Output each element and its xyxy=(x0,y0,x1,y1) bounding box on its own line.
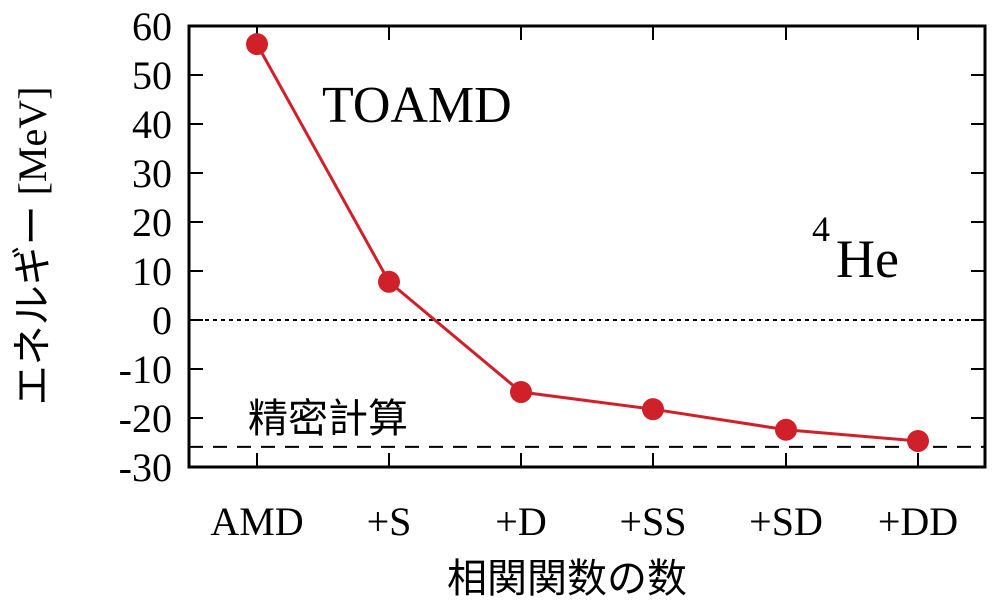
y-tick-label: -20 xyxy=(119,396,172,441)
y-tick-label: 0 xyxy=(152,298,172,343)
x-tick-label: +SS xyxy=(619,499,686,544)
series-line xyxy=(255,43,919,443)
method-label: TOAMD xyxy=(322,77,512,134)
nucleus-symbol: He xyxy=(836,229,899,289)
plot-frame xyxy=(187,24,987,469)
data-point xyxy=(775,418,797,441)
y-tick-label: -10 xyxy=(119,347,172,392)
exact-calc-label: 精密計算 xyxy=(248,396,408,441)
y-tick-label: 40 xyxy=(132,102,172,147)
y-axis-title: エネルギー [MeV] xyxy=(10,87,55,406)
data-point xyxy=(642,398,664,421)
y-tick-label: -30 xyxy=(119,445,172,490)
x-tick-label: +DD xyxy=(878,499,958,544)
y-tick-label: 50 xyxy=(132,53,172,98)
reference-lines xyxy=(189,319,985,448)
data-point xyxy=(246,33,268,56)
data-point xyxy=(510,381,532,404)
x-tick-label: +D xyxy=(495,499,546,544)
nucleus-mass-number: 4 xyxy=(812,209,830,249)
data-point xyxy=(907,430,929,453)
y-tick-label: 60 xyxy=(132,4,172,49)
y-tick-label: 30 xyxy=(132,151,172,196)
x-tick-label: AMD xyxy=(210,499,303,544)
x-axis-ticks: AMD +S +D +SS +SD +DD xyxy=(210,26,958,544)
x-tick-label: +SD xyxy=(749,499,823,544)
y-tick-label: 10 xyxy=(132,249,172,294)
x-tick-label: +S xyxy=(367,499,412,544)
y-tick-label: 20 xyxy=(132,200,172,245)
data-point xyxy=(378,270,400,293)
series-toamd xyxy=(246,33,929,453)
x-axis-title: 相関関数の数 xyxy=(447,556,687,601)
